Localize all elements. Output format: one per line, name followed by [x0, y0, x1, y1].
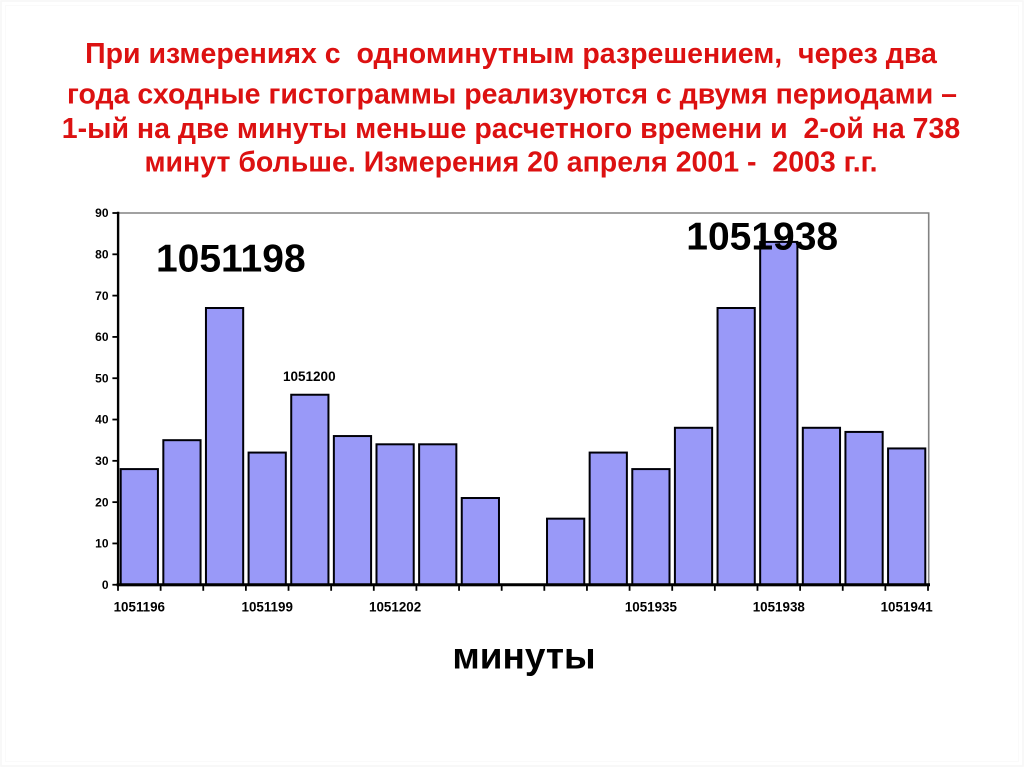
svg-text:года сходные гистограммы реали: года сходные гистограммы реализуются с д…	[67, 78, 957, 110]
svg-text:1051935: 1051935	[625, 599, 678, 614]
svg-text:1051941: 1051941	[881, 599, 934, 614]
svg-text:40: 40	[95, 413, 109, 427]
svg-text:1051938: 1051938	[753, 599, 806, 614]
svg-text:70: 70	[95, 289, 109, 303]
svg-text:10: 10	[95, 537, 109, 551]
svg-text:0: 0	[102, 578, 109, 592]
svg-text:минут больше. Измерения 20 апр: минут больше. Измерения 20 апреля 2001 -…	[144, 147, 877, 179]
svg-text:1051199: 1051199	[242, 599, 293, 614]
svg-text:20: 20	[95, 495, 109, 509]
svg-text:50: 50	[95, 371, 109, 385]
svg-text:1051202: 1051202	[369, 599, 421, 614]
svg-text:1051198: 1051198	[156, 238, 306, 281]
svg-text:При измерениях с одноминутным: При измерениях с одноминутным разрешение…	[85, 38, 938, 70]
svg-text:80: 80	[95, 248, 109, 262]
svg-text:1-ый на две минуты меньше расч: 1-ый на две минуты меньше расчетного вре…	[62, 113, 960, 145]
svg-text:60: 60	[95, 330, 109, 344]
svg-text:90: 90	[95, 206, 109, 220]
svg-text:1051196: 1051196	[114, 599, 165, 614]
svg-text:1051200: 1051200	[283, 369, 336, 384]
svg-text:минуты: минуты	[452, 635, 595, 676]
svg-text:30: 30	[95, 454, 109, 468]
svg-text:1051938: 1051938	[686, 216, 838, 259]
